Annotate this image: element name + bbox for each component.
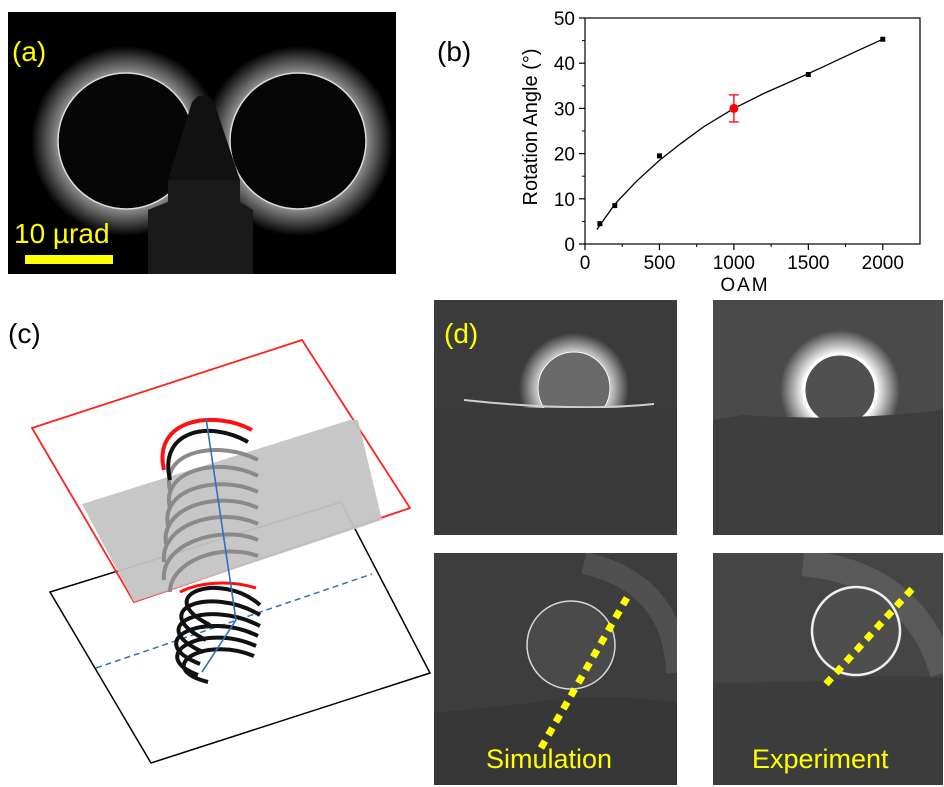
- y-tick-label: 30: [554, 99, 575, 120]
- x-tick-label: 1000: [713, 253, 755, 274]
- data-point: [612, 203, 618, 209]
- plot-frame: [584, 17, 921, 245]
- panel-d-label: (d): [444, 318, 479, 349]
- data-points: [597, 36, 886, 227]
- data-point: [597, 221, 603, 227]
- y-tick-label: 0: [564, 235, 575, 256]
- y-tick-label: 10: [554, 190, 575, 211]
- chart-axes: 0 500 1000 1500 2000 0 10 20 30 40 50: [554, 9, 921, 274]
- top-red-plane: [30, 338, 412, 604]
- panel-c-helix-figure: [30, 338, 432, 764]
- panel-d-experiment-top: [713, 300, 943, 535]
- fit-curve: [596, 38, 884, 230]
- fit-curve-line: [596, 38, 884, 230]
- x-tick-label: 1500: [787, 253, 829, 274]
- y-tick-label: 50: [554, 9, 575, 30]
- experiment-yellow-dashed-line: [823, 586, 915, 687]
- panel-d-simulation-top: [434, 300, 677, 535]
- panel-c-label: (c): [8, 318, 41, 349]
- upper-helix-turns: [160, 417, 257, 594]
- y-tick-label: 20: [554, 145, 575, 166]
- panel-d-experiment-bottom: [713, 553, 943, 785]
- x-tick-label: 0: [580, 253, 591, 274]
- y-tick-label: 40: [554, 54, 575, 75]
- highlight-data-point: [729, 103, 739, 113]
- dashed-axis-line: [95, 573, 373, 669]
- x-tick-label: 2000: [862, 253, 904, 274]
- simulation-caption: Simulation: [486, 744, 613, 774]
- right-dark-disk: [229, 72, 367, 210]
- panel-a-image: [8, 12, 396, 274]
- panel-b-chart: 0 500 1000 1500 2000 0 10 20 30 40 50 OAM Rotation…: [520, 9, 921, 294]
- panel-a-label: (a): [12, 36, 47, 67]
- data-point: [656, 153, 662, 159]
- scale-bar-label: 10 µrad: [14, 218, 110, 249]
- lower-helix-turns: [174, 585, 262, 684]
- blue-axis-lines: [201, 417, 237, 673]
- y-axis-label: Rotation Angle (°): [520, 49, 542, 206]
- panel-d-simulation-bottom: [434, 553, 677, 785]
- experiment-caption: Experiment: [752, 744, 889, 774]
- data-point: [805, 72, 811, 77]
- grey-section-sheet: [82, 420, 382, 602]
- panel-b-label: (b): [437, 36, 472, 67]
- panel-a-diffraction-figure: [8, 12, 396, 274]
- x-axis-label: OAM: [720, 275, 769, 294]
- scale-bar: [25, 255, 113, 264]
- data-point: [880, 36, 886, 42]
- x-tick-label: 500: [644, 253, 676, 274]
